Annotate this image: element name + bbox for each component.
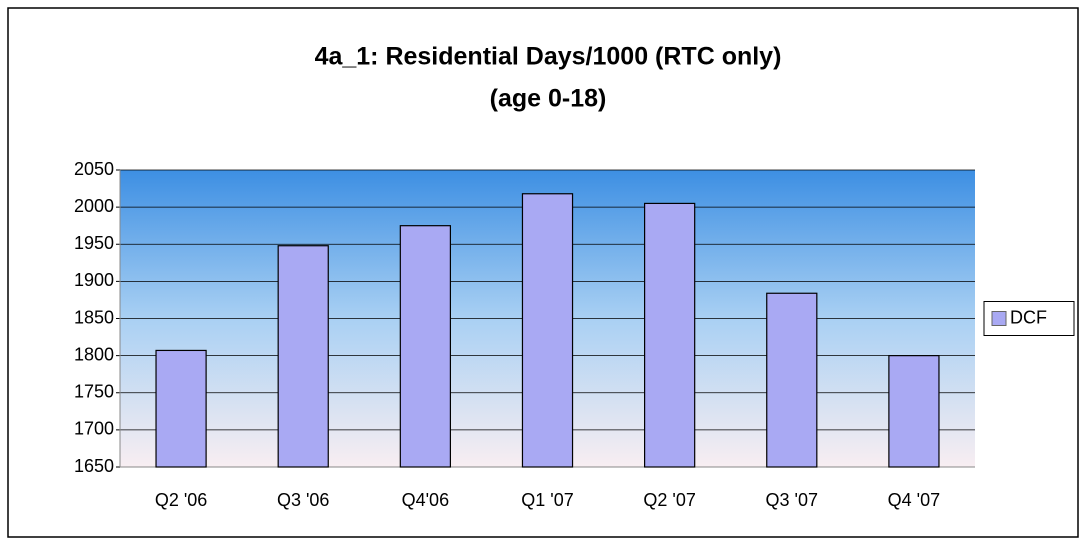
y-tick-label: 2000: [74, 196, 114, 216]
bar: [644, 202, 696, 468]
x-tick-label: Q3 '06: [277, 490, 329, 510]
x-tick-label: Q3 '07: [766, 490, 818, 510]
bar: [277, 245, 329, 468]
bar: [399, 225, 451, 468]
x-tick-label: Q4 '07: [888, 490, 940, 510]
y-tick-label: 1700: [74, 419, 114, 439]
chart-title: (age 0-18): [490, 85, 607, 113]
y-tick-label: 2050: [74, 159, 114, 179]
legend-swatch: [991, 311, 1007, 326]
x-tick-label: Q1 '07: [521, 490, 573, 510]
chart-title: 4a_1: Residential Days/1000 (RTC only): [315, 43, 782, 71]
bar: [155, 349, 207, 468]
y-tick-label: 1650: [74, 456, 114, 476]
y-tick-label: 1800: [74, 344, 114, 364]
y-tick-label: 1950: [74, 233, 114, 253]
bar: [521, 193, 574, 468]
x-tick-label: Q4'06: [402, 490, 449, 510]
y-tick-label: 1900: [74, 270, 114, 290]
x-tick-label: Q2 '06: [155, 490, 207, 510]
y-tick-label: 1750: [74, 382, 114, 402]
bar: [766, 292, 818, 468]
bar: [888, 355, 940, 468]
y-tick-label: 1850: [74, 307, 114, 327]
legend-box: [983, 301, 1075, 336]
x-tick-label: Q2 '07: [643, 490, 695, 510]
legend-label: DCF: [1010, 307, 1047, 327]
